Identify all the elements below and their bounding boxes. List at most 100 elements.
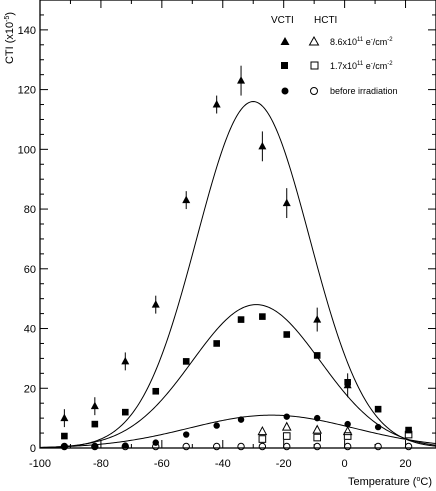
square-marker: [152, 387, 160, 395]
triangle-marker: [60, 413, 69, 422]
y-tick-label: 140: [18, 25, 36, 37]
circle-marker: [344, 420, 351, 428]
square-marker: [283, 331, 291, 338]
circle-marker: [152, 442, 160, 451]
square-marker: [61, 432, 68, 440]
triangle-marker: [182, 195, 191, 204]
series-group: [61, 313, 412, 440]
square-marker: [213, 340, 220, 347]
circle-marker: [314, 414, 321, 422]
circle-marker: [374, 423, 382, 431]
legend-header-vcti: VCTI: [271, 15, 294, 26]
y-tick-label: 20: [24, 383, 36, 395]
circle-marker: [91, 443, 99, 450]
triangle-marker: [257, 426, 268, 436]
x-tick-label: 20: [399, 458, 411, 470]
y-tick-label: 0: [30, 443, 36, 455]
circle-marker: [283, 442, 291, 451]
square-marker: [258, 435, 267, 443]
y-tick-label: 120: [18, 85, 36, 97]
circle-marker: [91, 442, 99, 451]
series-group: [257, 421, 353, 436]
triangle-marker: [312, 424, 323, 434]
x-tick-label: -40: [215, 458, 231, 470]
legend-open-circle-marker: [310, 87, 318, 95]
circle-marker: [212, 442, 221, 451]
fit-curve-3: [39, 414, 436, 448]
circle-marker: [152, 439, 159, 446]
triangle-marker: [121, 356, 130, 365]
series-group: [258, 430, 413, 443]
square-marker: [344, 378, 351, 386]
square-marker: [343, 432, 352, 440]
y-tick-label: 40: [24, 324, 36, 336]
triangle-marker: [281, 421, 292, 431]
square-marker: [91, 420, 99, 428]
legend-open-square-marker: [310, 61, 319, 70]
y-tick-label: 60: [24, 264, 36, 276]
triangle-marker: [342, 426, 353, 436]
circle-marker: [237, 416, 245, 423]
circle-marker: [183, 431, 190, 438]
triangle-marker: [90, 401, 99, 410]
data-points: [60, 65, 413, 451]
square-marker: [374, 405, 382, 413]
square-marker: [121, 408, 129, 416]
legend-label-before-irradiation: before irradiation: [330, 86, 398, 96]
circle-marker: [258, 442, 267, 451]
x-tick-label: 0: [342, 458, 348, 470]
square-marker: [237, 316, 245, 323]
circle-marker: [283, 413, 290, 420]
legend-open-triangle-marker: [308, 35, 320, 46]
series-group: [60, 442, 413, 451]
triangle-marker: [212, 100, 221, 108]
legend-filled-square-marker: [281, 62, 288, 69]
circle-marker: [61, 443, 68, 450]
fit-curves: [39, 101, 436, 449]
legend-filled-triangle-marker: [280, 37, 290, 45]
square-marker: [182, 358, 190, 365]
circle-marker: [404, 442, 413, 451]
x-tick-label: -100: [29, 458, 51, 470]
circle-marker: [343, 442, 352, 451]
legend-entry-before-irradiation: before irradiation: [281, 86, 398, 96]
legend: VCTI HCTI 8.6x1011 e-/cm-2 1.7x1011 e-/c…: [271, 15, 398, 96]
series-group: [60, 65, 352, 428]
square-marker: [313, 433, 321, 442]
triangle-marker: [258, 141, 267, 150]
circle-marker: [182, 442, 190, 451]
legend-header-hcti: HCTI: [314, 15, 337, 26]
series-group: [61, 413, 382, 450]
fit-curve-1: [39, 101, 436, 449]
legend-label-low-fluence: 1.7x1011 e-/cm-2: [330, 61, 393, 71]
legend-entry-low-fluence: 1.7x1011 e-/cm-2: [281, 61, 393, 71]
circle-marker: [374, 442, 382, 451]
triangle-marker: [151, 300, 160, 308]
legend-entry-high-fluence: 8.6x1011 e-/cm-2: [280, 35, 393, 47]
x-axis-label: Temperature (oC): [348, 476, 432, 488]
y-axis-label: CTI (x10-5): [4, 12, 16, 64]
square-marker: [405, 426, 412, 434]
legend-filled-circle-marker: [281, 87, 289, 95]
circle-marker: [60, 442, 69, 451]
axis-ticks: -100 -80 -60 -40 -20 0 20 0 20 40 60 80 100 120 140: [18, 0, 436, 470]
square-marker: [282, 432, 291, 440]
circle-marker: [313, 442, 321, 451]
legend-label-high-fluence: 8.6x1011 e-/cm-2: [330, 37, 393, 47]
y-tick-label: 80: [24, 204, 36, 216]
square-marker: [259, 313, 266, 320]
y-tick-label: 100: [18, 144, 36, 156]
circle-marker: [237, 442, 245, 451]
circle-marker: [121, 442, 129, 451]
square-marker: [313, 352, 321, 359]
triangle-marker: [282, 198, 291, 207]
x-tick-label: -60: [154, 458, 170, 470]
x-tick-label: -80: [93, 458, 109, 470]
square-marker: [404, 430, 413, 439]
triangle-marker: [237, 76, 246, 84]
triangle-marker: [313, 315, 322, 323]
x-tick-label: -20: [276, 458, 292, 470]
circle-marker: [213, 422, 220, 429]
fit-curve-2: [39, 304, 436, 449]
